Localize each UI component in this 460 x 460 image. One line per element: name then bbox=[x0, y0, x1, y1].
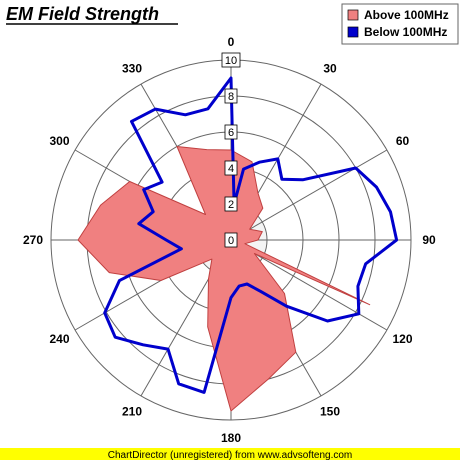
radial-tick-label: 2 bbox=[228, 199, 234, 211]
angle-tick-label: 120 bbox=[392, 332, 412, 346]
legend-swatch-below bbox=[347, 26, 359, 38]
footer-text: ChartDirector (unregistered) from www.ad… bbox=[108, 450, 353, 460]
radial-tick-label: 6 bbox=[228, 127, 234, 139]
legend-label-above: Above 100MHz bbox=[364, 8, 449, 22]
angle-tick-label: 300 bbox=[49, 134, 69, 148]
series-layer bbox=[77, 76, 399, 412]
angle-tick-label: 0 bbox=[228, 35, 235, 49]
radial-tick-label: 4 bbox=[228, 163, 234, 175]
radial-tick-box bbox=[224, 196, 238, 212]
radial-tick-box bbox=[224, 124, 238, 140]
angle-tick-label: 90 bbox=[422, 233, 436, 247]
angle-tick-label: 180 bbox=[221, 431, 241, 445]
radial-tick-box bbox=[224, 160, 238, 176]
series-line-below-100mhz bbox=[103, 76, 399, 394]
angle-tick-label: 210 bbox=[122, 405, 142, 419]
angle-tick-label: 240 bbox=[49, 332, 69, 346]
angle-tick-label: 60 bbox=[396, 134, 410, 148]
angle-tick-label: 330 bbox=[122, 62, 142, 76]
plot-area: 0 2 4 6 8 10 0 30 60 90 120 150 180 210 240 270 300 330 bbox=[23, 35, 436, 445]
angle-tick-label: 150 bbox=[320, 405, 340, 419]
legend: Above 100MHz Below 100MHz bbox=[341, 3, 459, 45]
legend-box bbox=[341, 3, 459, 45]
legend-label-below: Below 100MHz bbox=[364, 25, 447, 39]
radial-tick-label: 10 bbox=[225, 55, 237, 67]
radial-tick-box bbox=[224, 232, 238, 248]
radial-tick-box bbox=[221, 52, 241, 68]
radial-tick-box bbox=[224, 88, 238, 104]
legend-swatch-above bbox=[347, 9, 359, 21]
footer-bar bbox=[0, 448, 460, 460]
angle-tick-label: 270 bbox=[23, 233, 43, 247]
angle-tick-label: 30 bbox=[323, 62, 337, 76]
radial-tick-label: 0 bbox=[228, 235, 234, 247]
chart-title: EM Field Strength bbox=[6, 4, 159, 24]
grid-spoke bbox=[230, 149, 388, 241]
radial-tick-label: 8 bbox=[228, 91, 234, 103]
radial-axis-labels: 0 2 4 6 8 10 bbox=[221, 52, 241, 248]
